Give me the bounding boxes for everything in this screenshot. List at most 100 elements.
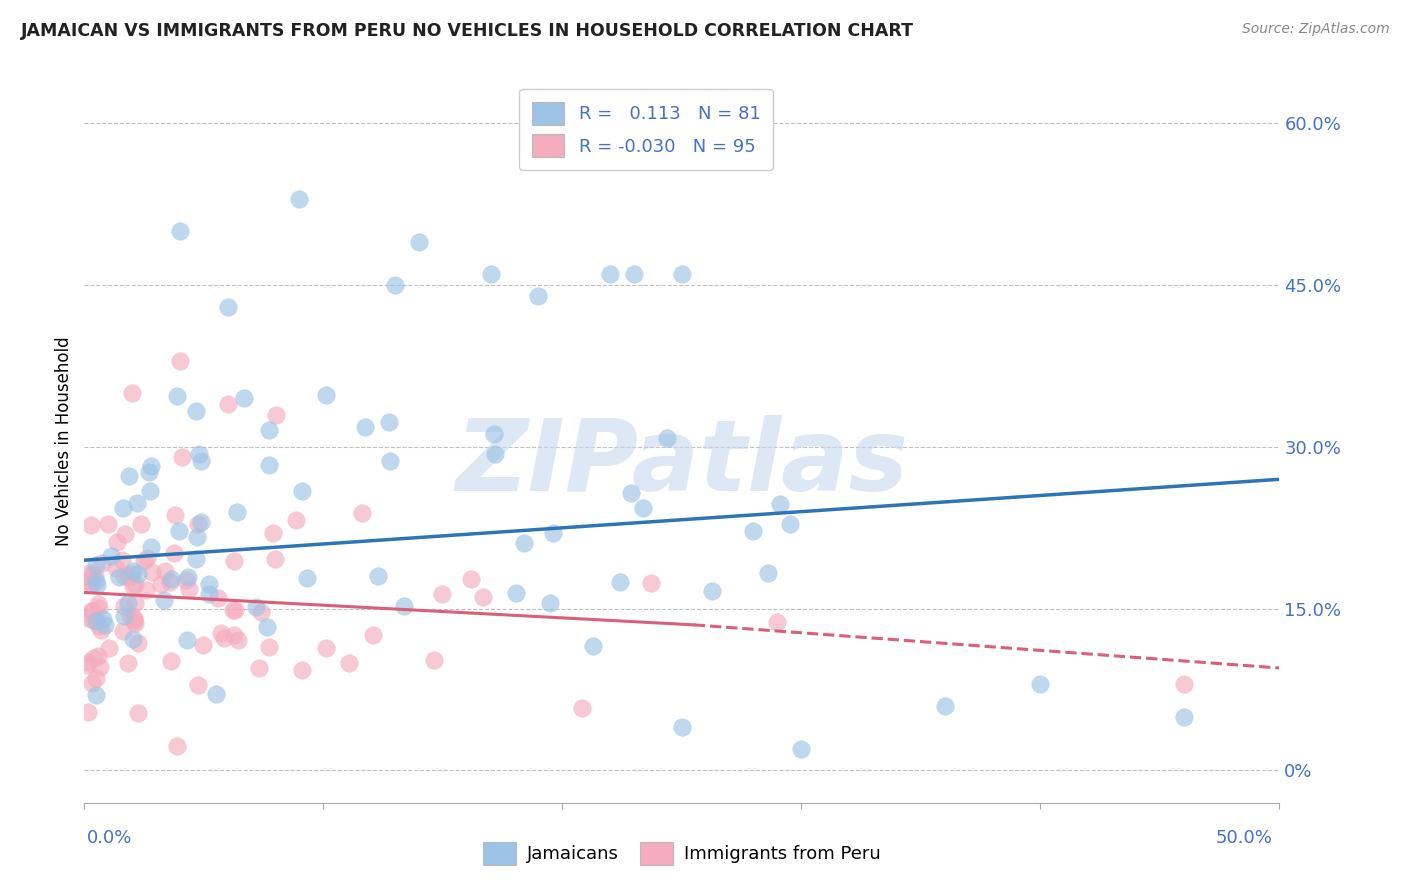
Point	[94, 617, 117, 632]
Point	[105, 534, 128, 549]
Point	[256, 619, 278, 633]
Point	[257, 640, 280, 654]
Point	[80, 604, 103, 618]
Point	[640, 576, 662, 591]
Point	[159, 572, 181, 586]
Point	[262, 525, 284, 540]
Point	[129, 516, 152, 531]
Point	[191, 638, 214, 652]
Point	[315, 388, 337, 402]
Point	[90, 623, 112, 637]
Point	[430, 587, 453, 601]
Point	[87, 597, 110, 611]
Point	[91, 556, 114, 570]
Point	[790, 742, 813, 756]
Point	[124, 577, 146, 591]
Point	[112, 624, 135, 638]
Point	[571, 700, 593, 714]
Point	[582, 639, 605, 653]
Point	[83, 651, 105, 665]
Point	[291, 663, 314, 677]
Point	[80, 574, 103, 588]
Point	[257, 423, 280, 437]
Point	[384, 278, 406, 293]
Point	[264, 408, 287, 422]
Point	[217, 397, 239, 411]
Text: JAMAICAN VS IMMIGRANTS FROM PERU NO VEHICLES IN HOUSEHOLD CORRELATION CHART: JAMAICAN VS IMMIGRANTS FROM PERU NO VEHI…	[21, 22, 914, 40]
Point	[700, 583, 723, 598]
Point	[190, 515, 212, 529]
Point	[139, 459, 162, 474]
Legend: Jamaicans, Immigrants from Peru: Jamaicans, Immigrants from Peru	[477, 835, 887, 872]
Point	[177, 582, 200, 597]
Point	[934, 698, 956, 713]
Point	[247, 660, 270, 674]
Point	[83, 568, 105, 582]
Point	[80, 567, 103, 582]
Point	[77, 655, 100, 669]
Text: ZIPatlas: ZIPatlas	[456, 415, 908, 512]
Point	[86, 574, 108, 589]
Point	[226, 632, 249, 647]
Point	[176, 573, 198, 587]
Point	[163, 508, 186, 523]
Point	[138, 465, 160, 479]
Point	[224, 603, 246, 617]
Point	[779, 517, 801, 532]
Point	[105, 560, 128, 574]
Point	[367, 569, 389, 583]
Point	[117, 596, 139, 610]
Point	[86, 671, 108, 685]
Point	[217, 300, 239, 314]
Legend: R =   0.113   N = 81, R = -0.030   N = 95: R = 0.113 N = 81, R = -0.030 N = 95	[519, 89, 773, 170]
Point	[80, 577, 103, 591]
Point	[86, 615, 108, 629]
Point	[245, 599, 267, 614]
Point	[122, 564, 145, 578]
Point	[134, 582, 156, 597]
Point	[472, 590, 495, 604]
Point	[117, 656, 139, 670]
Point	[118, 570, 141, 584]
Point	[339, 657, 361, 671]
Point	[135, 550, 157, 565]
Point	[197, 577, 219, 591]
Point	[98, 641, 121, 656]
Point	[655, 431, 678, 445]
Point	[232, 391, 254, 405]
Point	[100, 549, 122, 563]
Point	[77, 705, 100, 719]
Point	[315, 641, 337, 656]
Point	[631, 501, 654, 516]
Point	[121, 386, 143, 401]
Point	[1173, 677, 1195, 691]
Point	[484, 447, 506, 461]
Point	[153, 592, 176, 607]
Point	[482, 427, 505, 442]
Text: Source: ZipAtlas.com: Source: ZipAtlas.com	[1241, 22, 1389, 37]
Point	[352, 506, 374, 520]
Point	[108, 570, 131, 584]
Point	[599, 268, 621, 282]
Point	[139, 484, 162, 499]
Point	[134, 554, 156, 568]
Point	[623, 268, 645, 282]
Point	[198, 587, 221, 601]
Point	[169, 353, 191, 368]
Point	[513, 536, 536, 550]
Point	[166, 739, 188, 754]
Point	[527, 289, 550, 303]
Point	[263, 552, 285, 566]
Point	[609, 574, 631, 589]
Point	[124, 596, 146, 610]
Point	[505, 586, 527, 600]
Point	[86, 578, 108, 592]
Point	[290, 483, 312, 498]
Point	[170, 450, 193, 465]
Point	[127, 636, 149, 650]
Point	[1173, 709, 1195, 723]
Point	[186, 530, 208, 544]
Point	[479, 268, 502, 282]
Point	[91, 612, 114, 626]
Point	[1029, 677, 1052, 691]
